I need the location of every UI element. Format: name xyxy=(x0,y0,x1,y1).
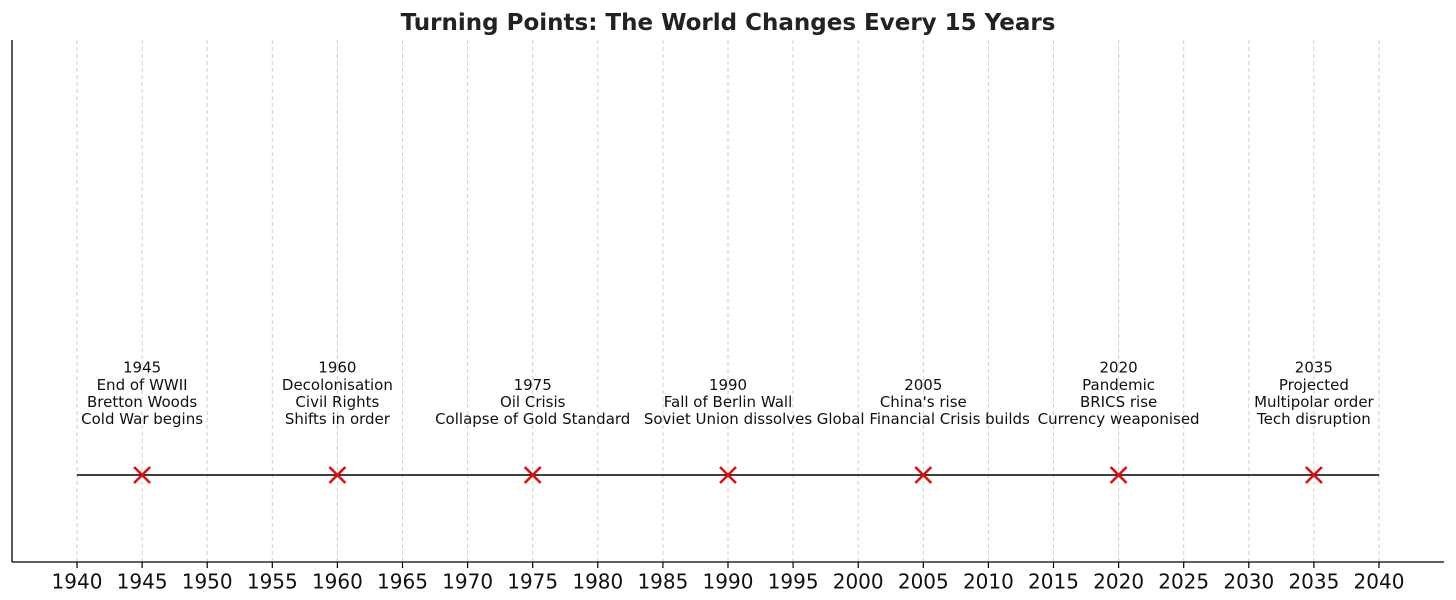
x-tick-label-1940: 1940 xyxy=(52,570,103,594)
event-label-2020-line-3: Currency weaponised xyxy=(1038,410,1200,428)
x-tick-label-2000: 2000 xyxy=(833,570,884,594)
event-marker-1960 xyxy=(328,466,347,484)
event-label-2005-line-2: Global Financial Crisis builds xyxy=(817,410,1030,428)
x-tick-label-2015: 2015 xyxy=(1028,570,1079,594)
event-marker-1975 xyxy=(523,466,542,484)
x-tick-label-1945: 1945 xyxy=(117,570,168,594)
event-marker-stroke-b xyxy=(1109,466,1128,484)
x-tick-label-1950: 1950 xyxy=(182,570,233,594)
event-label-2035-line-0: 2035 xyxy=(1295,359,1333,377)
event-label-2020-line-1: Pandemic xyxy=(1082,376,1155,394)
event-label-2020-line-0: 2020 xyxy=(1100,359,1138,377)
event-label-1990-line-2: Soviet Union dissolves xyxy=(644,410,812,428)
event-marker-stroke-b xyxy=(914,466,933,484)
event-label-1975-line-0: 1975 xyxy=(514,376,552,394)
x-tick-label-1975: 1975 xyxy=(507,570,558,594)
event-marker-stroke-b xyxy=(523,466,542,484)
event-label-1960-line-3: Shifts in order xyxy=(285,410,391,428)
x-tick-label-1995: 1995 xyxy=(768,570,819,594)
event-label-2005-line-0: 2005 xyxy=(904,376,942,394)
x-tick-label-1990: 1990 xyxy=(703,570,754,594)
event-label-1960-line-0: 1960 xyxy=(318,359,356,377)
event-label-1975-line-2: Collapse of Gold Standard xyxy=(435,410,630,428)
event-marker-1990 xyxy=(719,466,737,484)
chart-title: Turning Points: The World Changes Every … xyxy=(401,10,1056,36)
event-label-1990-line-0: 1990 xyxy=(709,376,747,394)
event-marker-stroke-b xyxy=(328,466,347,484)
event-marker-stroke-b xyxy=(1304,466,1323,484)
event-label-1990-line-1: Fall of Berlin Wall xyxy=(664,393,792,411)
x-tick-label-2005: 2005 xyxy=(898,570,949,594)
x-tick-label-2025: 2025 xyxy=(1158,570,1209,594)
x-tick-label-2020: 2020 xyxy=(1093,570,1144,594)
event-marker-stroke-b xyxy=(719,466,737,484)
event-label-1960-line-1: Decolonisation xyxy=(282,376,393,394)
event-label-2020-line-2: BRICS rise xyxy=(1080,393,1157,411)
event-label-2005-line-1: China's rise xyxy=(880,393,967,411)
x-tick-label-2035: 2035 xyxy=(1288,570,1339,594)
event-markers xyxy=(133,466,1323,484)
event-label-1960-line-2: Civil Rights xyxy=(295,393,379,411)
axes: 1940 1945 1950 1955 1960 1965 1970 1975 1980 1985… xyxy=(11,40,1444,594)
event-label-2035-line-1: Projected xyxy=(1279,376,1349,394)
event-label-1945-line-0: 1945 xyxy=(123,359,161,377)
event-label-1945-line-1: End of WWII xyxy=(97,376,188,394)
x-tick-label-1960: 1960 xyxy=(312,570,363,594)
grid-lines xyxy=(76,40,1380,562)
event-label-1945-line-3: Cold War begins xyxy=(81,410,203,428)
x-tick-label-2040: 2040 xyxy=(1354,570,1405,594)
event-label-1975-line-1: Oil Crisis xyxy=(500,393,566,411)
x-tick-label-1980: 1980 xyxy=(572,570,623,594)
x-tick-label-1985: 1985 xyxy=(637,570,688,594)
event-label-2035-line-3: Tech disruption xyxy=(1256,410,1371,428)
event-marker-2020 xyxy=(1109,466,1128,484)
x-tick-label-1955: 1955 xyxy=(247,570,298,594)
event-marker-2035 xyxy=(1304,466,1323,484)
event-label-2035-line-2: Multipolar order xyxy=(1254,393,1374,411)
event-marker-1945 xyxy=(133,466,152,484)
x-tick-label-2010: 2010 xyxy=(963,570,1014,594)
event-marker-stroke-b xyxy=(133,466,152,484)
event-label-1945-line-2: Bretton Woods xyxy=(87,393,197,411)
x-tick-label-1965: 1965 xyxy=(377,570,428,594)
x-tick-label-1970: 1970 xyxy=(442,570,493,594)
x-tick-label-2030: 2030 xyxy=(1223,570,1274,594)
event-marker-2005 xyxy=(914,466,933,484)
